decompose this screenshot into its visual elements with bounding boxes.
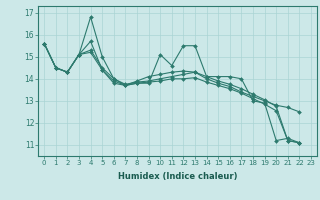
X-axis label: Humidex (Indice chaleur): Humidex (Indice chaleur) bbox=[118, 172, 237, 181]
